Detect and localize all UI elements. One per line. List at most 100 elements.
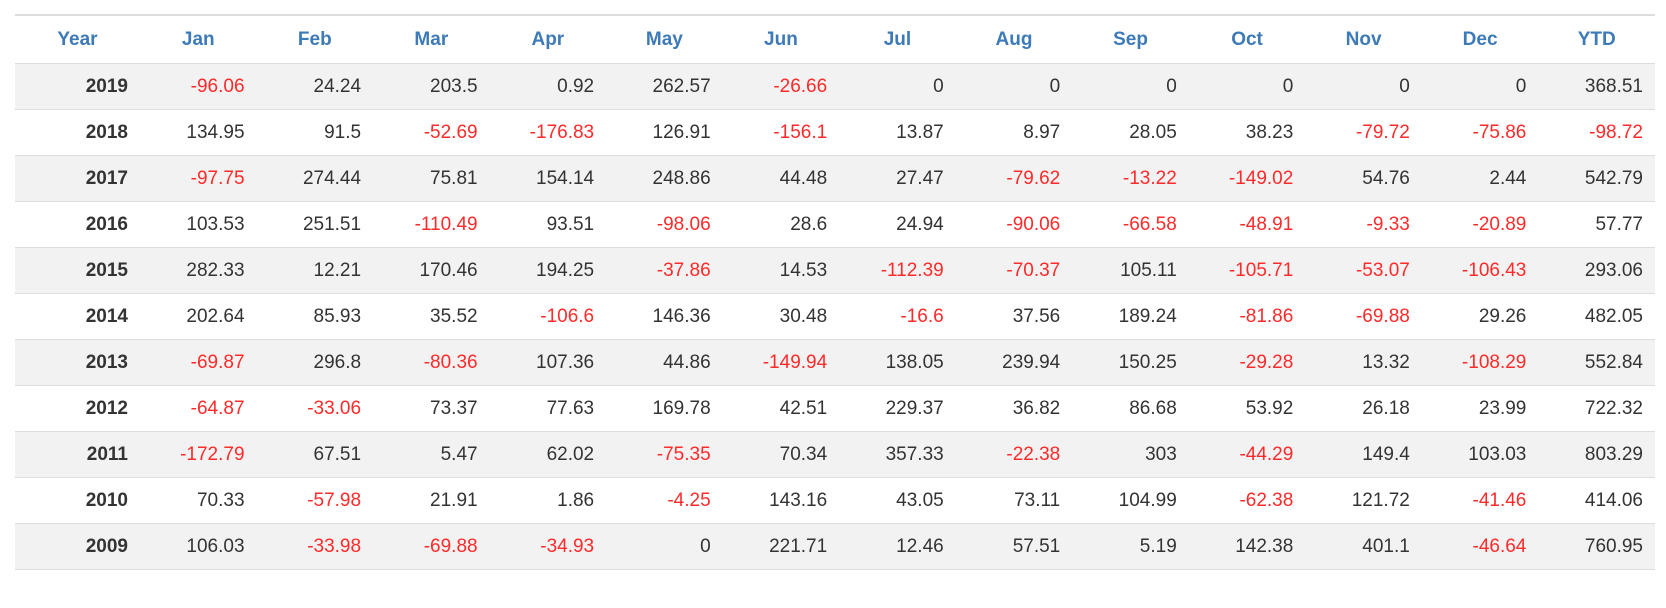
value-cell: -4.25 [606, 477, 723, 524]
value-cell: 14.53 [722, 247, 840, 294]
table-row: 2016 103.53 251.51 -110.49 93.51 -98.06 28.6 24… [15, 201, 1655, 248]
value-cell: -69.87 [140, 339, 257, 386]
value-cell: -108.29 [1421, 339, 1539, 386]
value-cell: -33.06 [256, 385, 374, 432]
table-body: 2019 -96.06 24.24 203.5 0.92 262.57 -26.66 0 0 0 0… [15, 63, 1655, 570]
value-cell: 12.21 [256, 247, 374, 294]
table-row: 2013 -69.87 296.8 -80.36 107.36 44.86 -149.94 1… [15, 339, 1655, 386]
value-cell: 202.64 [140, 293, 257, 340]
table-row: 2018 134.95 91.5 -52.69 -176.83 126.91 -156.1 1… [15, 109, 1655, 156]
value-cell: -69.88 [1305, 293, 1422, 340]
value-cell: 248.86 [606, 155, 723, 202]
table-row: 2017 -97.75 274.44 75.81 154.14 248.86 44.48 27… [15, 155, 1655, 202]
value-cell: -79.72 [1305, 109, 1422, 156]
value-cell: 105.11 [1072, 247, 1189, 294]
value-cell: 77.63 [489, 385, 607, 432]
year-cell: 2016 [15, 201, 140, 248]
value-cell: 229.37 [839, 385, 956, 432]
value-cell: -53.07 [1305, 247, 1422, 294]
value-cell: -26.66 [722, 63, 840, 110]
value-cell: 149.4 [1305, 431, 1422, 478]
value-cell: 53.92 [1188, 385, 1306, 432]
value-cell: -9.33 [1305, 201, 1422, 248]
table-row: 2010 70.33 -57.98 21.91 1.86 -4.25 143.16 43.05… [15, 477, 1655, 524]
value-cell: 0 [1421, 63, 1539, 110]
value-cell: -75.35 [606, 431, 723, 478]
value-cell: 30.48 [722, 293, 840, 340]
table-row: 2014 202.64 85.93 35.52 -106.6 146.36 30.48 -16… [15, 293, 1655, 340]
value-cell: -44.29 [1188, 431, 1306, 478]
value-cell: 73.37 [373, 385, 490, 432]
header-row: Year Jan Feb Mar Apr May Jun Jul Aug Sep Oct Nov Dec… [15, 14, 1655, 64]
value-cell: -16.6 [839, 293, 956, 340]
value-cell: -98.72 [1538, 109, 1655, 156]
value-cell: 13.32 [1305, 339, 1422, 386]
value-cell: -79.62 [955, 155, 1073, 202]
value-cell: -33.98 [256, 523, 374, 570]
value-cell: 401.1 [1305, 523, 1422, 570]
year-cell: 2017 [15, 155, 140, 202]
value-cell: 86.68 [1072, 385, 1189, 432]
value-cell: 203.5 [373, 63, 490, 110]
value-cell: 0 [839, 63, 956, 110]
year-cell: 2014 [15, 293, 140, 340]
value-cell: 0 [955, 63, 1073, 110]
value-cell: 0 [1305, 63, 1422, 110]
value-cell: 722.32 [1538, 385, 1655, 432]
column-header: May [606, 14, 723, 64]
year-cell: 2019 [15, 63, 140, 110]
value-cell: 552.84 [1538, 339, 1655, 386]
value-cell: 282.33 [140, 247, 257, 294]
value-cell: 24.24 [256, 63, 374, 110]
value-cell: 251.51 [256, 201, 374, 248]
value-cell: 121.72 [1305, 477, 1422, 524]
value-cell: 27.47 [839, 155, 956, 202]
column-header: Oct [1188, 14, 1306, 64]
value-cell: 73.11 [955, 477, 1073, 524]
value-cell: 154.14 [489, 155, 607, 202]
value-cell: 42.51 [722, 385, 840, 432]
value-cell: 5.47 [373, 431, 490, 478]
year-cell: 2011 [15, 431, 140, 478]
value-cell: 2.44 [1421, 155, 1539, 202]
value-cell: 482.05 [1538, 293, 1655, 340]
value-cell: 29.26 [1421, 293, 1539, 340]
column-header: Apr [489, 14, 607, 64]
value-cell: 43.05 [839, 477, 956, 524]
value-cell: 44.86 [606, 339, 723, 386]
table-row: 2011 -172.79 67.51 5.47 62.02 -75.35 70.34 357.… [15, 431, 1655, 478]
value-cell: 107.36 [489, 339, 607, 386]
table-row: 2009 106.03 -33.98 -69.88 -34.93 0 221.71 12.46… [15, 523, 1655, 570]
value-cell: 143.16 [722, 477, 840, 524]
value-cell: -20.89 [1421, 201, 1539, 248]
value-cell: 57.51 [955, 523, 1073, 570]
value-cell: -80.36 [373, 339, 490, 386]
value-cell: 760.95 [1538, 523, 1655, 570]
value-cell: 93.51 [489, 201, 607, 248]
value-cell: 8.97 [955, 109, 1073, 156]
value-cell: -98.06 [606, 201, 723, 248]
value-cell: -69.88 [373, 523, 490, 570]
value-cell: -37.86 [606, 247, 723, 294]
value-cell: 138.05 [839, 339, 956, 386]
value-cell: -149.02 [1188, 155, 1306, 202]
value-cell: -110.49 [373, 201, 490, 248]
column-header: Aug [955, 14, 1073, 64]
table-row: 2019 -96.06 24.24 203.5 0.92 262.57 -26.66 0 0 0 0… [15, 63, 1655, 110]
value-cell: 70.33 [140, 477, 257, 524]
value-cell: 357.33 [839, 431, 956, 478]
value-cell: 62.02 [489, 431, 607, 478]
value-cell: -34.93 [489, 523, 607, 570]
value-cell: -105.71 [1188, 247, 1306, 294]
value-cell: 262.57 [606, 63, 723, 110]
value-cell: -75.86 [1421, 109, 1539, 156]
year-cell: 2015 [15, 247, 140, 294]
value-cell: 542.79 [1538, 155, 1655, 202]
value-cell: 142.38 [1188, 523, 1306, 570]
value-cell: 0 [606, 523, 723, 570]
year-cell: 2012 [15, 385, 140, 432]
value-cell: 26.18 [1305, 385, 1422, 432]
value-cell: 57.77 [1538, 201, 1655, 248]
value-cell: 28.6 [722, 201, 840, 248]
